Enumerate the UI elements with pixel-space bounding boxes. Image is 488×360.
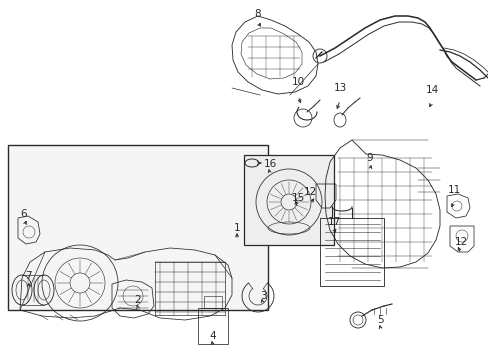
Bar [8, 145, 267, 310]
Text: 14: 14 [425, 85, 438, 95]
Text: 12: 12 [453, 237, 467, 247]
Bar [319, 218, 383, 286]
Text: 6: 6 [20, 209, 27, 219]
Bar [198, 308, 227, 344]
Text: 7: 7 [24, 271, 31, 281]
Text: 17: 17 [326, 217, 340, 227]
Bar [203, 296, 222, 308]
Bar [244, 155, 333, 245]
Text: 1: 1 [233, 223, 240, 233]
Text: 3: 3 [259, 291, 266, 301]
Text: 12: 12 [303, 187, 316, 197]
Text: 5: 5 [377, 315, 384, 325]
Text: 11: 11 [447, 185, 460, 195]
Text: 16: 16 [263, 159, 276, 169]
Text: 2: 2 [134, 295, 141, 305]
Text: 4: 4 [209, 331, 216, 341]
Text: 8: 8 [254, 9, 261, 19]
Text: 13: 13 [333, 83, 346, 93]
Text: 15: 15 [291, 193, 304, 203]
Text: 10: 10 [291, 77, 304, 87]
Text: 9: 9 [366, 153, 372, 163]
